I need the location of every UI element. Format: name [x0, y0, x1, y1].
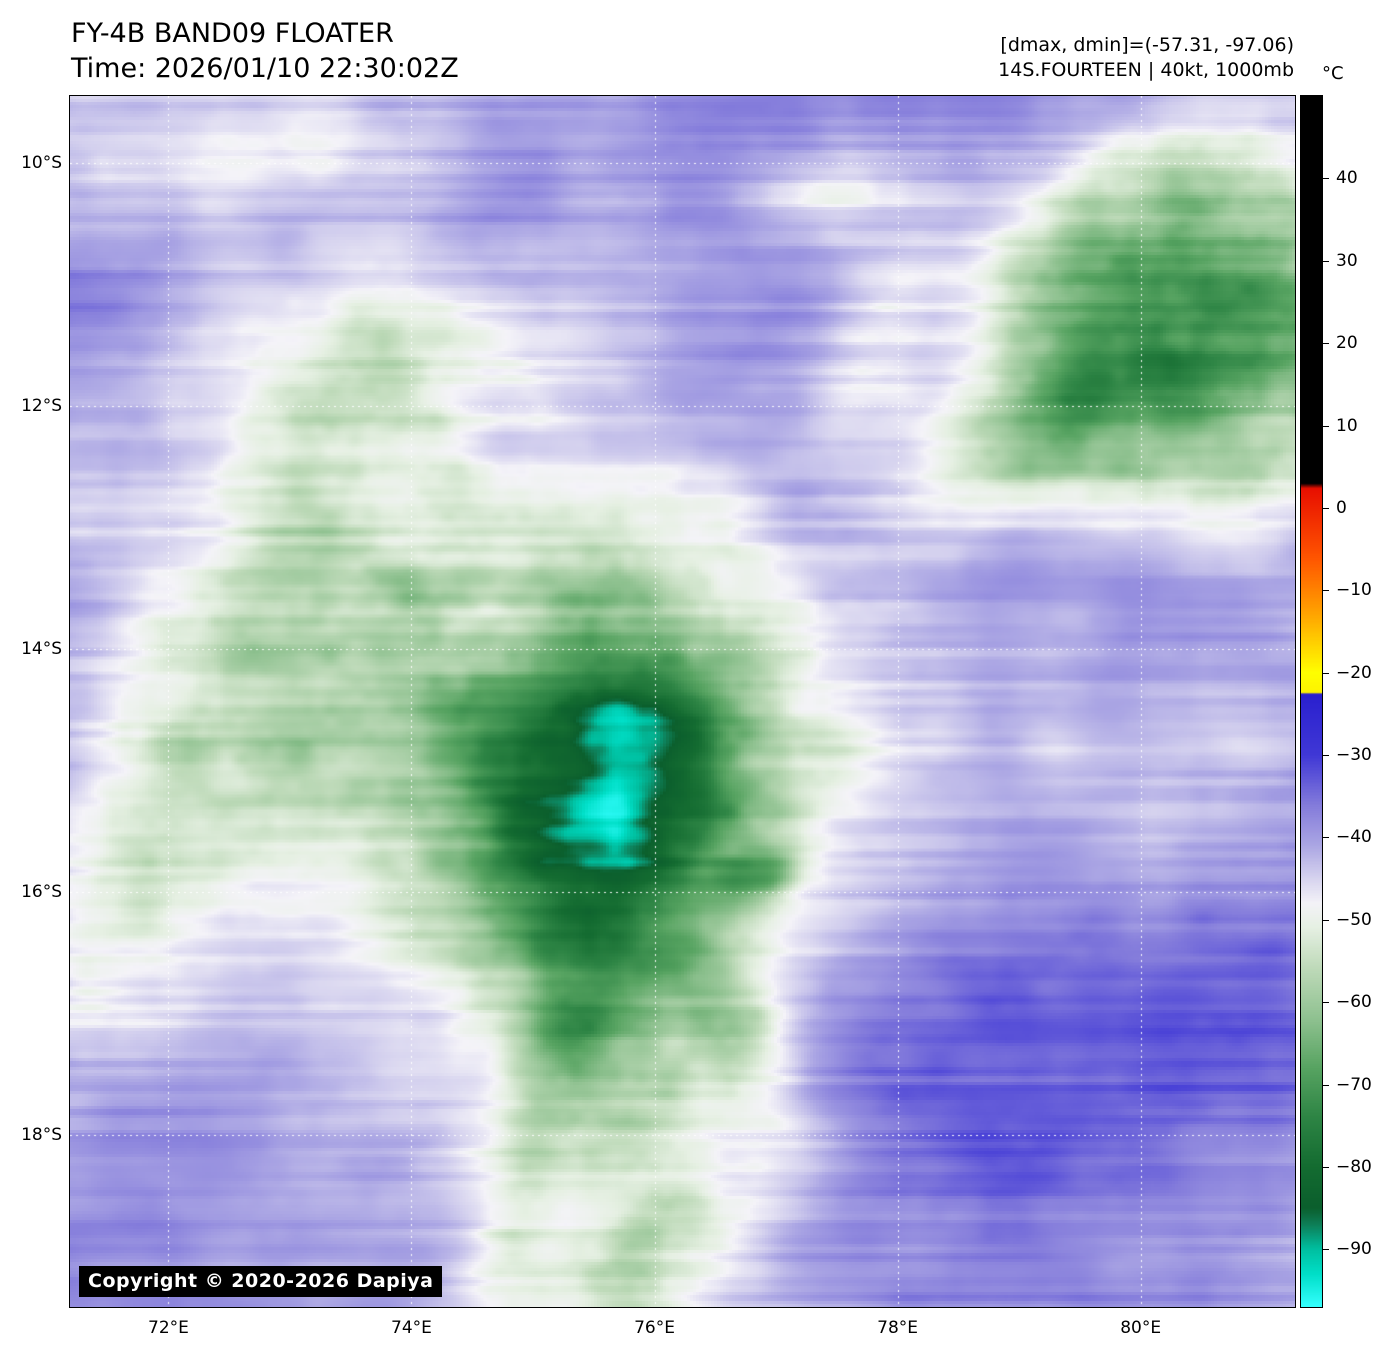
colorbar-tick-label: −90 — [1336, 1239, 1372, 1260]
annotation-block: [dmax, dmin]=(-57.31, -97.06) 14S.FOURTE… — [998, 33, 1294, 83]
figure-timestamp: Time: 2026/01/10 22:30:02Z — [71, 53, 459, 84]
lat-tick-label: 12°S — [21, 395, 62, 416]
colorbar-gradient-canvas — [1301, 96, 1322, 1307]
lon-tick-label: 80°E — [1120, 1318, 1162, 1338]
storm-info-annotation: 14S.FOURTEEN | 40kt, 1000mb — [998, 59, 1294, 81]
colorbar-tick — [1323, 178, 1329, 180]
colorbar-tick-label: −60 — [1336, 992, 1372, 1013]
lat-tick-label: 14°S — [21, 638, 62, 659]
lat-tick-label: 18°S — [21, 1124, 62, 1145]
figure-title: FY-4B BAND09 FLOATER — [71, 18, 394, 49]
colorbar-tick-label: −30 — [1336, 745, 1372, 766]
copyright-badge: Copyright © 2020-2026 Dapiya — [79, 1266, 443, 1297]
lon-tick-label: 72°E — [148, 1318, 189, 1338]
colorbar-tick-label: −70 — [1336, 1074, 1372, 1095]
colorbar-tick-label: 20 — [1336, 333, 1358, 354]
colorbar-tick-label: −50 — [1336, 909, 1372, 930]
colorbar-tick-label: −80 — [1336, 1156, 1372, 1177]
colorbar-tick — [1323, 1002, 1329, 1004]
colorbar-tick — [1323, 343, 1329, 345]
colorbar — [1300, 95, 1323, 1308]
satellite-map-area: Copyright © 2020-2026 Dapiya — [69, 95, 1296, 1308]
colorbar-tick — [1323, 1249, 1329, 1251]
colorbar-tick-label: 40 — [1336, 168, 1358, 189]
title-block: FY-4B BAND09 FLOATER Time: 2026/01/10 22… — [71, 16, 459, 86]
colorbar-tick-label: −20 — [1336, 662, 1372, 683]
lat-tick-label: 16°S — [21, 881, 62, 902]
colorbar-tick-label: 30 — [1336, 250, 1358, 271]
colorbar-unit-label: °C — [1322, 63, 1344, 84]
colorbar-tick-label: 10 — [1336, 415, 1358, 436]
colorbar-tick-label: −40 — [1336, 827, 1372, 848]
colorbar-tick — [1323, 672, 1329, 674]
colorbar-tick — [1323, 260, 1329, 262]
colorbar-tick — [1323, 755, 1329, 757]
lon-tick-label: 74°E — [391, 1318, 432, 1338]
colorbar-tick — [1323, 919, 1329, 921]
colorbar-tick — [1323, 837, 1329, 839]
latlon-grid-overlay — [70, 96, 1295, 1307]
lon-tick-label: 76°E — [634, 1318, 675, 1338]
colorbar-tick — [1323, 1084, 1329, 1086]
colorbar-tick — [1323, 507, 1329, 509]
colorbar-tick — [1323, 590, 1329, 592]
colorbar-tick — [1323, 1166, 1329, 1168]
colorbar-tick-label: −10 — [1336, 580, 1372, 601]
dmax-dmin-annotation: [dmax, dmin]=(-57.31, -97.06) — [1000, 34, 1294, 56]
lon-tick-label: 78°E — [877, 1318, 919, 1338]
colorbar-tick-label: 0 — [1336, 497, 1347, 518]
lat-tick-label: 10°S — [21, 152, 62, 173]
colorbar-tick — [1323, 425, 1329, 427]
